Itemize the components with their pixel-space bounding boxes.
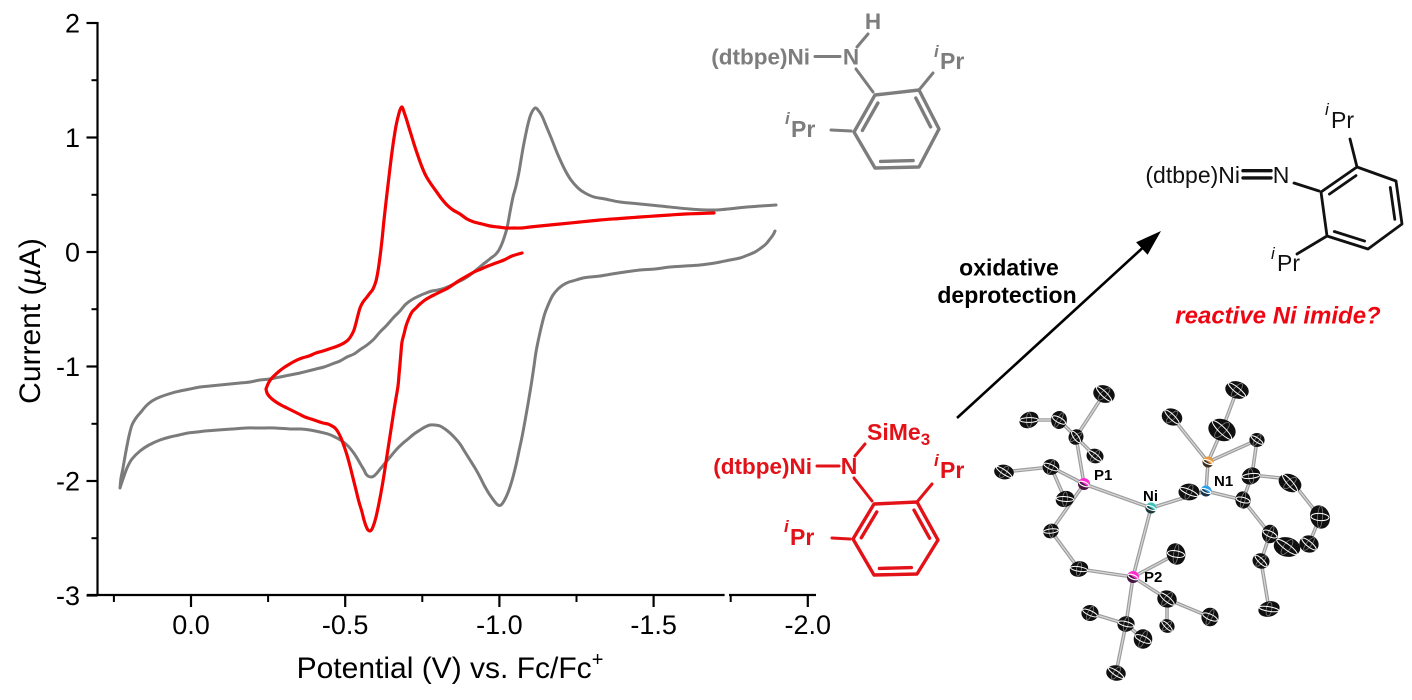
svg-text:reactive Ni imide?: reactive Ni imide? — [1175, 303, 1381, 330]
svg-text:N: N — [843, 45, 859, 70]
svg-text:Current (µA): Current (µA) — [14, 238, 47, 404]
svg-text:N1: N1 — [1214, 473, 1233, 490]
svg-text:-1.5: -1.5 — [630, 610, 677, 640]
svg-text:N: N — [841, 453, 858, 479]
svg-text:0: 0 — [65, 238, 80, 268]
svg-text:(dtbpe)Ni: (dtbpe)Ni — [711, 45, 810, 70]
svg-text:i: i — [1325, 100, 1330, 119]
svg-text:-3: -3 — [56, 581, 80, 611]
svg-text:N: N — [1273, 162, 1290, 188]
svg-text:2: 2 — [65, 9, 80, 39]
svg-text:i: i — [934, 451, 940, 470]
svg-text:-1: -1 — [56, 352, 80, 382]
svg-text:Pr: Pr — [940, 48, 964, 74]
svg-text:-0.5: -0.5 — [322, 610, 369, 640]
svg-text:1: 1 — [65, 123, 80, 153]
svg-text:Pr: Pr — [940, 457, 964, 483]
svg-text:deprotection: deprotection — [937, 282, 1076, 308]
svg-text:Pr: Pr — [1277, 250, 1300, 276]
svg-text:Pr: Pr — [1331, 107, 1354, 133]
svg-text:i: i — [934, 42, 940, 61]
svg-text:P1: P1 — [1094, 467, 1112, 484]
svg-text:Ni: Ni — [1143, 488, 1158, 505]
svg-text:Pr: Pr — [791, 116, 815, 142]
svg-text:SiMe3: SiMe3 — [867, 419, 930, 449]
svg-text:i: i — [784, 517, 790, 536]
svg-text:-1.0: -1.0 — [476, 610, 523, 640]
svg-text:-2.0: -2.0 — [785, 610, 832, 640]
svg-text:P2: P2 — [1144, 569, 1162, 586]
svg-text:i: i — [1271, 244, 1276, 263]
svg-text:(dtbpe)Ni: (dtbpe)Ni — [1145, 162, 1240, 188]
svg-text:oxidative: oxidative — [959, 255, 1059, 281]
svg-text:0.0: 0.0 — [172, 610, 210, 640]
svg-text:-2: -2 — [56, 467, 80, 497]
svg-text:Potential (V) vs. Fc/Fc+: Potential (V) vs. Fc/Fc+ — [297, 649, 604, 685]
svg-text:(dtbpe)Ni: (dtbpe)Ni — [713, 454, 812, 479]
svg-text:Pr: Pr — [790, 524, 814, 550]
svg-text:H: H — [865, 9, 881, 34]
svg-text:i: i — [785, 109, 791, 128]
